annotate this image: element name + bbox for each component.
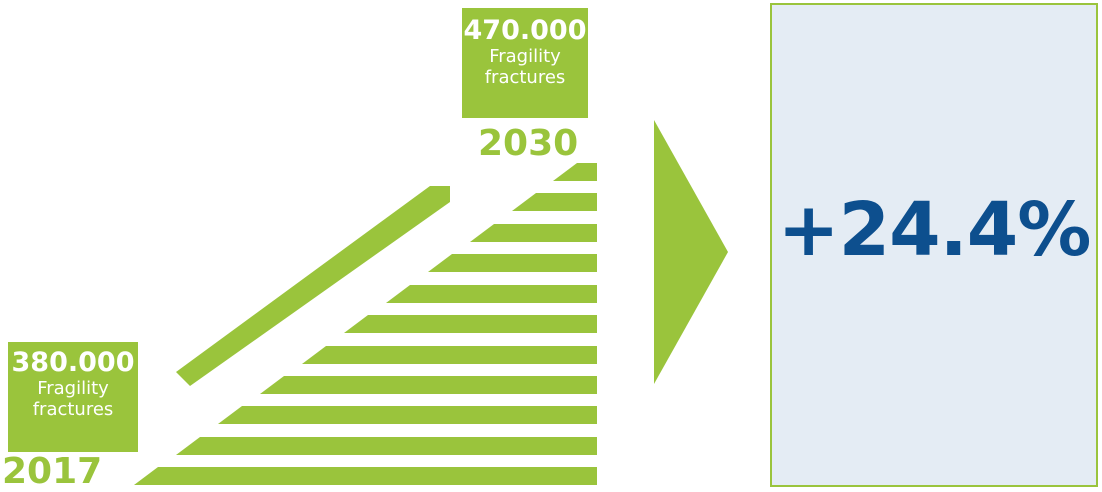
chevron-right-icon (654, 120, 728, 384)
staircase-bars (134, 163, 597, 485)
start-value-box: 380.000 Fragility fractures (8, 342, 138, 452)
stair-bar (470, 224, 597, 242)
stair-bar (218, 406, 597, 424)
start-year: 2017 (2, 451, 103, 492)
end-value-box: 470.000 Fragility fractures (462, 8, 588, 118)
stair-bar (176, 437, 597, 455)
stair-bar (344, 315, 597, 333)
end-label-line1: Fragility (489, 46, 561, 67)
stair-bar (134, 467, 597, 485)
diagonal-arrow-icon (176, 186, 450, 386)
stair-bar (386, 285, 597, 303)
stair-bar (553, 163, 597, 181)
percent-change: +24.4% (777, 187, 1092, 273)
stair-bar (260, 376, 597, 394)
start-label-line1: Fragility (37, 378, 109, 399)
stair-bar (302, 346, 597, 364)
result-panel: +24.4% (770, 3, 1098, 487)
end-year: 2030 (478, 123, 579, 164)
stair-bar (428, 254, 597, 272)
start-label-line2: fractures (32, 399, 114, 420)
start-value: 380.000 (11, 347, 135, 378)
end-value: 470.000 (463, 15, 587, 46)
end-label-line2: fractures (484, 67, 566, 88)
stair-bar (512, 193, 597, 211)
